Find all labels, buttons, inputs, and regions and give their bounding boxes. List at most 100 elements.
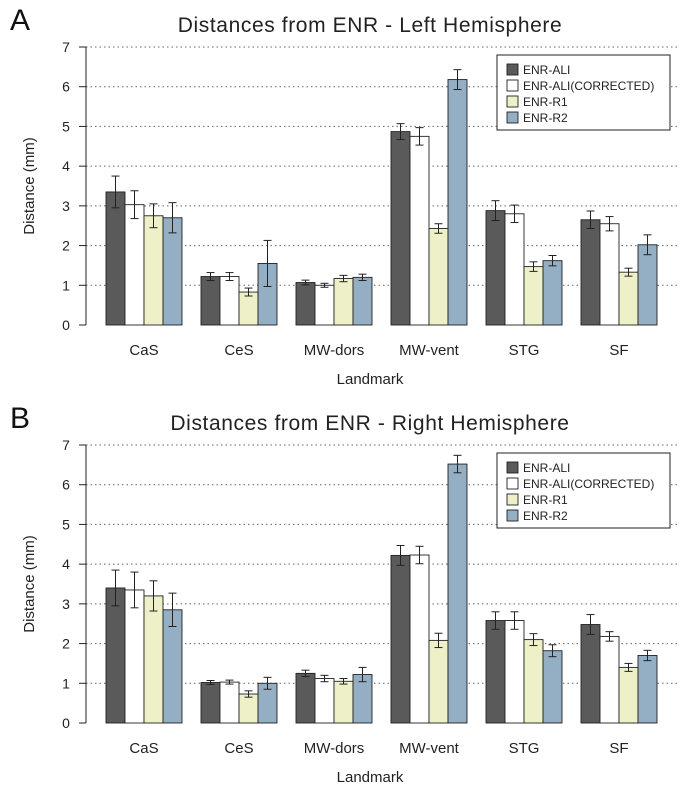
y-tick-label: 7 — [62, 39, 70, 55]
bar — [124, 589, 145, 724]
x-tick-label: SF — [609, 342, 628, 359]
x-tick-label: MW-dors — [304, 342, 365, 359]
legend-label: ENR-R2 — [523, 509, 568, 523]
legend-label: ENR-R1 — [523, 493, 568, 507]
bar — [162, 217, 183, 326]
y-tick-label: 0 — [62, 317, 70, 333]
y-tick-label: 2 — [62, 636, 70, 652]
y-axis-label: Distance (mm) — [21, 137, 38, 235]
x-tick-label: SF — [609, 740, 628, 757]
bar — [542, 650, 563, 724]
x-tick-label: STG — [509, 342, 540, 359]
bar — [485, 620, 506, 724]
legend-box — [496, 452, 671, 529]
y-tick-label: 3 — [62, 596, 70, 612]
y-tick-label: 6 — [62, 79, 70, 95]
bar-chart-left-hemisphere: Distances from ENR - Left Hemisphere 0 1 2 3… — [21, 14, 680, 388]
y-tick-label: 4 — [62, 556, 70, 572]
bar — [523, 639, 544, 724]
x-axis-label: Landmark — [337, 371, 404, 388]
legend-box — [496, 54, 671, 131]
bar — [143, 215, 164, 326]
bar — [523, 266, 544, 326]
bar — [504, 213, 525, 326]
bar — [599, 635, 620, 724]
bar — [599, 223, 620, 326]
y-tick-label: 4 — [62, 158, 70, 174]
bar — [333, 278, 354, 326]
x-tick-label: CaS — [129, 342, 158, 359]
x-tick-label: CeS — [224, 342, 253, 359]
chart-title: Distances from ENR - Left Hemisphere — [178, 14, 563, 37]
chart-title: Distances from ENR - Right Hemisphere — [170, 412, 569, 435]
bar — [428, 228, 449, 326]
bar — [542, 260, 563, 326]
bar-chart-right-hemisphere: Distances from ENR - Right Hemisphere 0 1 2… — [21, 412, 680, 786]
y-tick-label: 3 — [62, 198, 70, 214]
legend-label: ENR-ALI — [523, 461, 570, 475]
y-tick-label: 7 — [62, 437, 70, 453]
bar — [314, 284, 335, 326]
bar — [485, 210, 506, 326]
legend-swatch — [506, 95, 519, 108]
bar — [409, 135, 430, 326]
chart-panel-a: A Distances from ENR - Left Hemisphere 0 1… — [0, 0, 681, 392]
y-tick-label: 0 — [62, 715, 70, 731]
legend-label: ENR-ALI — [523, 63, 570, 77]
x-tick-label: MW-vent — [399, 342, 460, 359]
chart-panel-b: B Distances from ENR - Right Hemisphere 0… — [0, 398, 681, 790]
legend-swatch — [506, 79, 519, 92]
bar — [580, 219, 601, 326]
panel-label: A — [10, 4, 31, 37]
x-axis-label: Landmark — [337, 769, 404, 786]
legend-swatch — [506, 111, 519, 124]
y-tick-label: 5 — [62, 118, 70, 134]
legend-swatch — [506, 477, 519, 490]
bar — [390, 131, 411, 326]
y-axis-label: Distance (mm) — [21, 535, 38, 633]
bar — [637, 655, 658, 724]
bar — [143, 595, 164, 724]
bar — [314, 678, 335, 724]
bar — [105, 191, 126, 326]
bar — [295, 282, 316, 326]
legend-swatch — [506, 509, 519, 522]
y-tick-label: 5 — [62, 516, 70, 532]
panel-label: B — [10, 402, 31, 435]
legend-label: ENR-R1 — [523, 95, 568, 109]
y-tick-label: 1 — [62, 675, 70, 691]
bar — [409, 554, 430, 724]
legend-swatch — [506, 63, 519, 76]
bar — [618, 271, 639, 326]
bar — [295, 672, 316, 724]
bar — [428, 639, 449, 724]
x-tick-label: CeS — [224, 740, 253, 757]
bar — [447, 79, 468, 326]
legend-label: ENR-ALI(CORRECTED) — [523, 477, 654, 491]
bar — [200, 682, 221, 724]
bar — [352, 276, 373, 326]
bar — [390, 554, 411, 724]
bar — [219, 276, 240, 326]
y-tick-label: 6 — [62, 477, 70, 493]
x-tick-label: CaS — [129, 740, 158, 757]
x-tick-label: STG — [509, 740, 540, 757]
bar — [333, 680, 354, 724]
legend-swatch — [506, 493, 519, 506]
x-tick-label: MW-dors — [304, 740, 365, 757]
bar — [637, 244, 658, 326]
bar — [238, 291, 259, 326]
bar — [580, 624, 601, 724]
bar — [200, 276, 221, 326]
legend-label: ENR-ALI(CORRECTED) — [523, 79, 654, 93]
bar — [618, 666, 639, 724]
x-tick-label: MW-vent — [399, 740, 460, 757]
bar — [105, 587, 126, 724]
bar — [238, 693, 259, 724]
bar — [219, 681, 240, 724]
legend-label: ENR-R2 — [523, 111, 568, 125]
bar — [124, 204, 145, 326]
y-tick-label: 2 — [62, 238, 70, 254]
legend-swatch — [506, 461, 519, 474]
bar — [447, 463, 468, 724]
